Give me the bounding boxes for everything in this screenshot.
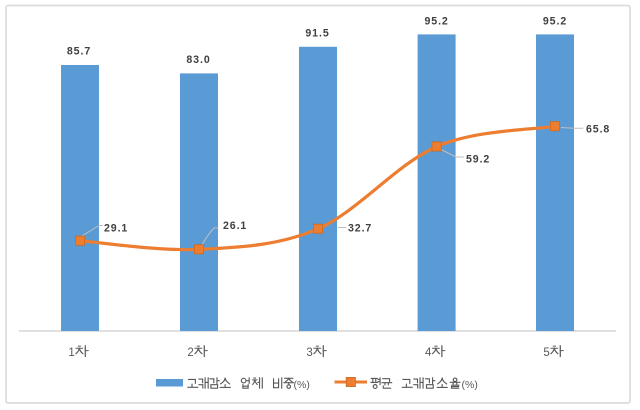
svg-text:(%): (%) — [462, 379, 478, 391]
svg-text:29.1: 29.1 — [104, 222, 128, 234]
svg-text:2: 2 — [187, 347, 193, 359]
svg-text:5: 5 — [543, 347, 549, 359]
svg-text:95.2: 95.2 — [424, 16, 448, 28]
svg-text:83.0: 83.0 — [186, 54, 210, 66]
svg-text:(%): (%) — [294, 379, 310, 391]
svg-text:32.7: 32.7 — [348, 223, 372, 235]
svg-text:1: 1 — [68, 347, 74, 359]
svg-text:26.1: 26.1 — [223, 220, 247, 232]
svg-text:85.7: 85.7 — [67, 46, 91, 58]
svg-text:65.8: 65.8 — [586, 123, 610, 135]
svg-text:91.5: 91.5 — [305, 28, 329, 40]
svg-text:4: 4 — [425, 347, 432, 359]
svg-text:59.2: 59.2 — [466, 153, 490, 165]
svg-text:3: 3 — [306, 347, 312, 359]
svg-text:95.2: 95.2 — [543, 16, 567, 28]
